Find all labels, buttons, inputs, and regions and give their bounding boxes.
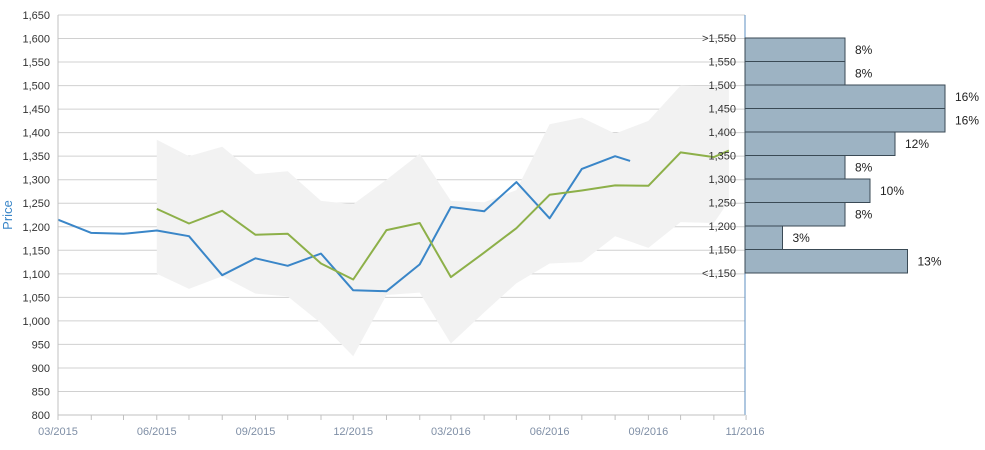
distribution-percent-label: 8% — [855, 208, 873, 222]
y-tick-label: 1,300 — [22, 175, 50, 187]
distribution-range-label: 1,550 — [708, 57, 736, 69]
y-tick-label: 1,550 — [22, 57, 50, 69]
distribution-range-label: 1,300 — [708, 174, 736, 186]
y-tick-label: 1,500 — [22, 81, 50, 93]
y-tick-label: 800 — [32, 410, 50, 422]
series-lines — [57, 149, 730, 293]
x-tick-label: 03/2016 — [431, 426, 471, 438]
distribution-bar — [744, 61, 846, 86]
distribution-percent-label: 8% — [855, 161, 873, 175]
distribution-bar — [744, 131, 896, 156]
y-axis-label: Price — [0, 200, 15, 230]
distribution-bar — [744, 225, 783, 250]
distribution-range-label: <1,150 — [702, 268, 736, 280]
distribution-bar — [744, 249, 908, 274]
distribution-percent-label: 13% — [918, 255, 942, 269]
x-tick-label: 12/2015 — [333, 426, 373, 438]
distribution-bar — [744, 37, 846, 62]
green-line — [156, 149, 730, 281]
distribution-percent-label: 16% — [955, 114, 979, 128]
distribution-bar — [744, 108, 946, 133]
range-band-area — [156, 83, 729, 357]
distribution-percent-label: 12% — [905, 137, 929, 151]
y-tick-label: 1,200 — [22, 222, 50, 234]
distribution-percent-label: 16% — [955, 90, 979, 104]
distribution-range-label: 1,350 — [708, 151, 736, 163]
x-tick-label: 09/2016 — [629, 426, 669, 438]
y-tick-label: 1,450 — [22, 104, 50, 116]
distribution-bar — [744, 178, 871, 203]
distribution-bars: >1,550 8% 1,550 8% 1,500 16% 1,450 16% 1,400 12% 1… — [702, 33, 979, 280]
y-tick-label: 1,400 — [22, 128, 50, 140]
range-band — [156, 83, 729, 357]
y-tick-label: 1,150 — [22, 245, 50, 257]
distribution-range-label: 1,250 — [708, 198, 736, 210]
distribution-bar — [744, 155, 846, 180]
distribution-bar — [744, 84, 946, 109]
y-tick-label: 1,350 — [22, 151, 50, 163]
y-tick-label: 950 — [32, 339, 50, 351]
distribution-percent-label: 10% — [880, 184, 904, 198]
y-tick-label: 1,650 — [22, 10, 50, 22]
distribution-range-label: 1,150 — [708, 245, 736, 257]
y-tick-label: 1,000 — [22, 316, 50, 328]
y-tick-label: 1,250 — [22, 198, 50, 210]
distribution-range-label: 1,450 — [708, 104, 736, 116]
y-tick-label: 1,100 — [22, 269, 50, 281]
distribution-range-label: >1,550 — [702, 33, 736, 45]
x-tick-label: 06/2016 — [530, 426, 570, 438]
x-axis: 03/2015 06/2015 09/2015 12/2015 03/2016 06/20… — [38, 415, 764, 438]
x-tick-label: 06/2015 — [137, 426, 177, 438]
blue-line — [57, 155, 631, 293]
distribution-percent-label: 3% — [793, 231, 811, 245]
distribution-range-label: 1,200 — [708, 221, 736, 233]
distribution-bar — [744, 202, 846, 227]
distribution-percent-label: 8% — [855, 43, 873, 57]
distribution-range-label: 1,400 — [708, 127, 736, 139]
y-tick-label: 850 — [32, 386, 50, 398]
y-tick-label: 900 — [32, 363, 50, 375]
x-tick-label: 11/2016 — [726, 426, 765, 438]
distribution-range-label: 1,500 — [708, 80, 736, 92]
y-axis: 800 850 900 950 1,000 1,050 1,100 1,150 1,200 1,2… — [22, 10, 746, 422]
y-tick-label: 1,050 — [22, 292, 50, 304]
y-tick-label: 1,600 — [22, 34, 50, 46]
distribution-percent-label: 8% — [855, 67, 873, 81]
x-tick-label: 03/2015 — [38, 426, 78, 438]
x-tick-label: 09/2015 — [236, 426, 276, 438]
